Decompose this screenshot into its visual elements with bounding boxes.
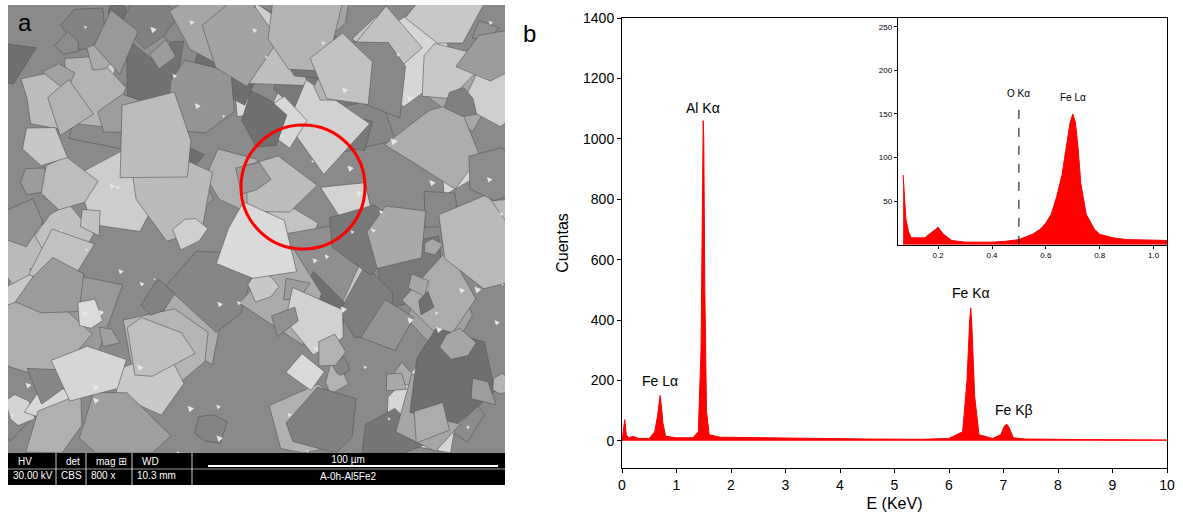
svg-text:100: 100 <box>879 153 893 162</box>
svg-text:10: 10 <box>1159 477 1175 493</box>
svg-text:800: 800 <box>591 191 615 207</box>
svg-text:30.00 kV: 30.00 kV <box>13 470 53 481</box>
svg-text:6: 6 <box>945 477 953 493</box>
svg-text:b: b <box>523 20 536 47</box>
svg-text:2: 2 <box>727 477 735 493</box>
svg-text:0: 0 <box>606 433 614 449</box>
svg-text:CBS: CBS <box>61 470 82 481</box>
svg-text:5: 5 <box>891 477 899 493</box>
svg-text:200: 200 <box>879 66 893 75</box>
svg-text:Fe Lα: Fe Lα <box>642 373 678 389</box>
svg-text:0.4: 0.4 <box>986 251 998 260</box>
svg-text:0.6: 0.6 <box>1040 251 1052 260</box>
svg-text:400: 400 <box>591 312 615 328</box>
svg-text:a: a <box>18 9 32 36</box>
svg-text:Fe Kα: Fe Kα <box>952 285 990 301</box>
svg-text:10.3 mm: 10.3 mm <box>137 470 176 481</box>
svg-text:mag ⊞: mag ⊞ <box>96 456 127 467</box>
svg-text:0: 0 <box>618 477 626 493</box>
svg-text:3: 3 <box>782 477 790 493</box>
svg-text:8: 8 <box>1054 477 1062 493</box>
svg-text:HV: HV <box>18 456 32 467</box>
svg-text:200: 200 <box>591 372 615 388</box>
svg-text:150: 150 <box>879 110 893 119</box>
svg-text:Fe Kβ: Fe Kβ <box>995 402 1033 418</box>
svg-text:1.0: 1.0 <box>1148 251 1160 260</box>
svg-text:600: 600 <box>591 252 615 268</box>
svg-text:0.2: 0.2 <box>933 251 945 260</box>
svg-text:1: 1 <box>673 477 681 493</box>
svg-text:9: 9 <box>1109 477 1117 493</box>
svg-text:100 µm: 100 µm <box>331 454 365 465</box>
svg-text:1400: 1400 <box>583 10 614 26</box>
svg-text:1200: 1200 <box>583 70 614 86</box>
svg-text:O Kα: O Kα <box>1007 88 1030 99</box>
svg-text:800 x: 800 x <box>91 470 115 481</box>
svg-text:Cuentas: Cuentas <box>554 213 571 273</box>
svg-text:0.8: 0.8 <box>1094 251 1106 260</box>
svg-text:7: 7 <box>1000 477 1008 493</box>
svg-text:E (KeV): E (KeV) <box>866 495 922 512</box>
svg-text:50: 50 <box>883 197 892 206</box>
svg-text:Al Kα: Al Kα <box>686 100 720 116</box>
svg-text:A-0h-Al5Fe2: A-0h-Al5Fe2 <box>320 471 377 482</box>
svg-text:Fe Lα: Fe Lα <box>1060 92 1086 103</box>
svg-text:4: 4 <box>836 477 844 493</box>
svg-text:1000: 1000 <box>583 131 614 147</box>
svg-text:det: det <box>66 456 80 467</box>
svg-text:WD: WD <box>142 456 159 467</box>
svg-text:250: 250 <box>879 23 893 32</box>
